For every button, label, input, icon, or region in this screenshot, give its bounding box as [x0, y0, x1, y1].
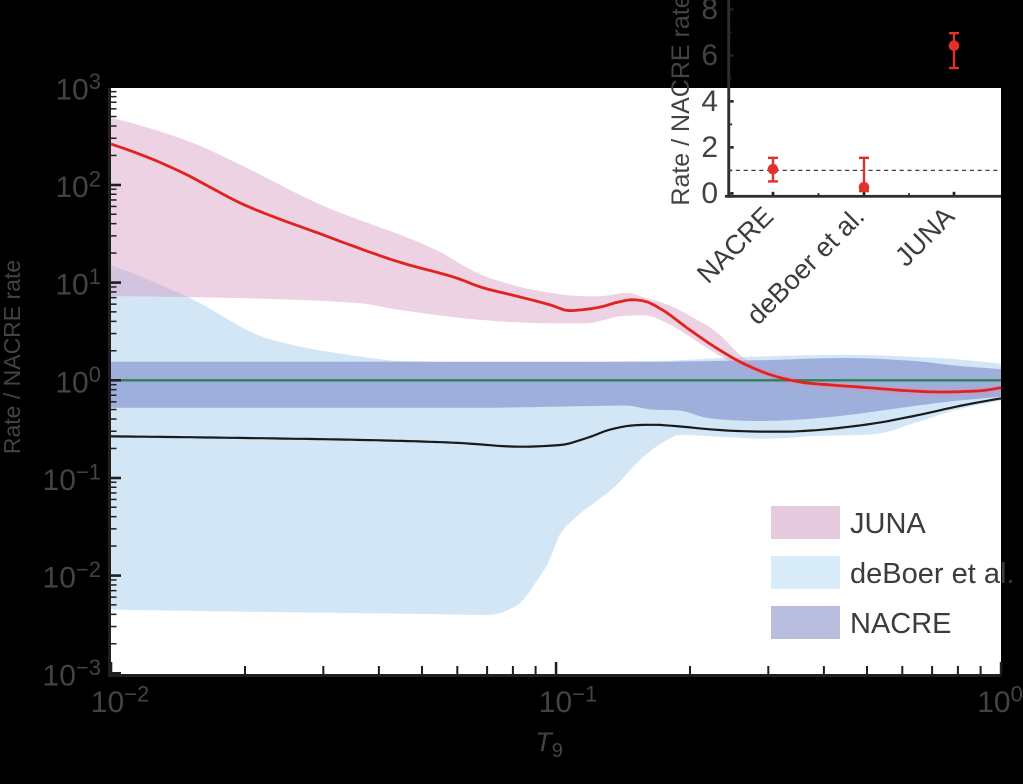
- svg-text:2: 2: [701, 131, 718, 164]
- svg-text:Rate / NACRE rate: Rate / NACRE rate: [0, 260, 25, 454]
- svg-text:JUNA: JUNA: [850, 508, 926, 540]
- svg-text:Rate / NACRE rate: Rate / NACRE rate: [667, 0, 695, 206]
- svg-text:4: 4: [701, 85, 718, 118]
- svg-text:8: 8: [701, 0, 718, 26]
- svg-text:NACRE: NACRE: [850, 608, 952, 640]
- svg-text:0: 0: [701, 177, 718, 210]
- svg-text:deBoer et al.: deBoer et al.: [850, 558, 1014, 590]
- svg-text:T9: T9: [535, 727, 563, 762]
- svg-text:6: 6: [701, 39, 718, 72]
